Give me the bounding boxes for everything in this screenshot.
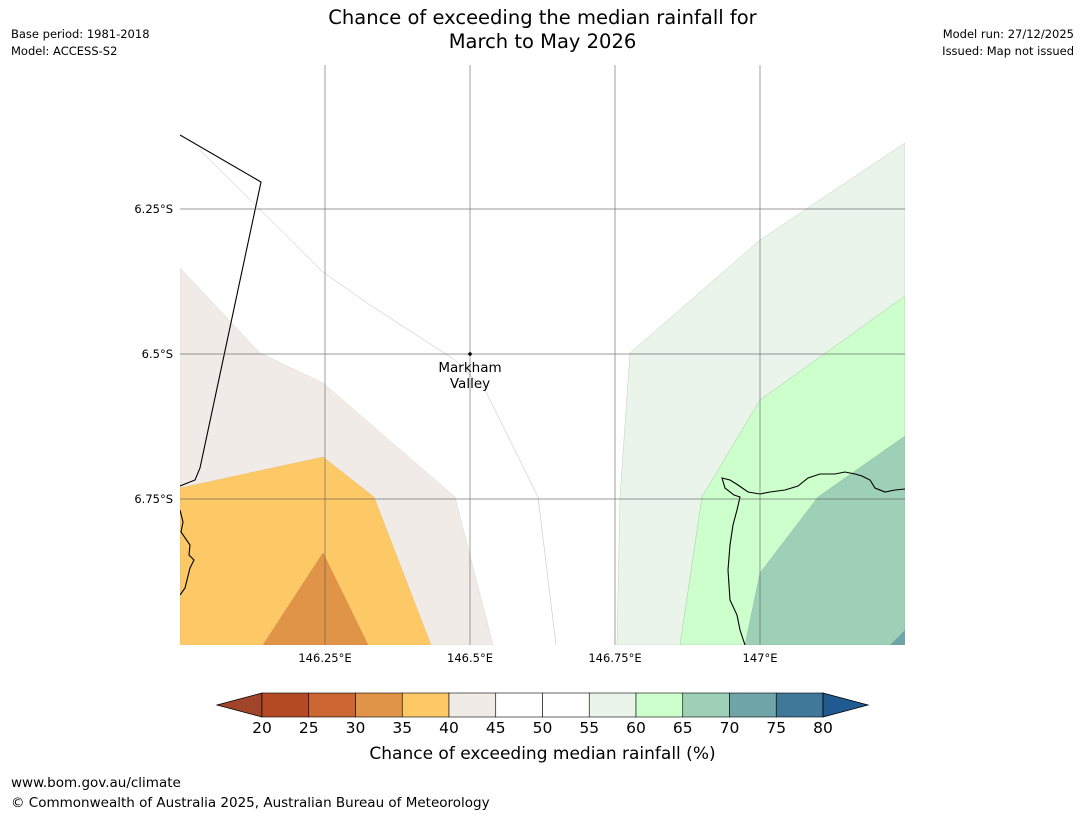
colorbar-segment — [588, 692, 637, 718]
colorbar-tick-label: 45 — [485, 719, 506, 737]
colorbar-label: Chance of exceeding median rainfall (%) — [369, 744, 716, 764]
colorbar-tick-label: 65 — [672, 719, 693, 737]
colorbar-extend-high — [822, 692, 870, 718]
place-marker — [468, 352, 472, 356]
colorbar-segment — [542, 692, 590, 718]
place-label-markham-valley: Markham Valley — [438, 360, 501, 392]
colorbar-tick-label: 35 — [392, 719, 413, 737]
coastline — [180, 134, 905, 645]
lon-label-146-25: 146.25°E — [298, 651, 352, 665]
colorbar — [215, 692, 870, 718]
colorbar-segment — [355, 692, 403, 718]
colorbar-tick-label: 80 — [813, 719, 833, 737]
colorbar-segment — [495, 692, 543, 718]
lon-label-147: 147°E — [742, 651, 778, 665]
region-30-35 — [262, 552, 369, 645]
colorbar-segment — [401, 692, 450, 718]
colorbar-segment — [729, 692, 777, 718]
place-name-line-1: Markham — [438, 360, 502, 376]
colorbar-tick-label: 40 — [439, 719, 459, 737]
lat-label-6-75: 6.75°S — [134, 492, 173, 506]
colorbar-segment — [775, 692, 824, 718]
footer-url[interactable]: www.bom.gov.au/climate — [11, 775, 181, 791]
colorbar-segment — [308, 692, 356, 718]
title-line-1: Chance of exceeding the median rainfall … — [328, 6, 757, 29]
place-name-line-2: Valley — [449, 376, 491, 392]
model-name-text: Model: ACCESS-S2 — [11, 44, 118, 58]
colorbar-tick-label: 20 — [252, 719, 272, 737]
colorbar-tick-label: 70 — [719, 719, 740, 737]
issued-text: Issued: Map not issued — [942, 44, 1074, 58]
colorbar-segment — [448, 692, 497, 718]
colorbar-tick-label: 60 — [626, 719, 646, 737]
colorbar-tick-label: 50 — [532, 719, 553, 737]
region-35-40 — [180, 456, 432, 645]
colorbar-extend-low — [215, 692, 263, 718]
colorbar-segment — [261, 692, 310, 718]
lat-label-6-5: 6.5°S — [141, 347, 173, 361]
forecast-map — [180, 65, 905, 645]
lon-label-146-5: 146.5°E — [447, 651, 493, 665]
title-line-2: March to May 2026 — [448, 30, 637, 53]
lat-label-6-25: 6.25°S — [134, 202, 173, 216]
region-70-75 — [890, 630, 905, 645]
footer-copyright: © Commonwealth of Australia 2025, Austra… — [11, 795, 490, 811]
region-65-70 — [744, 435, 905, 645]
colorbar-segment — [682, 692, 730, 718]
colorbar-segment — [635, 692, 684, 718]
colorbar-tick-label: 25 — [298, 719, 319, 737]
contour-50 — [199, 149, 557, 645]
colorbar-tick-label: 55 — [579, 719, 600, 737]
base-period-text: Base period: 1981-2018 — [11, 27, 150, 41]
model-run-text: Model run: 27/12/2025 — [942, 27, 1074, 41]
lon-label-146-75: 146.75°E — [588, 651, 642, 665]
colorbar-tick-label: 75 — [766, 719, 787, 737]
map-title: Chance of exceeding the median rainfall … — [0, 6, 1085, 54]
colorbar-tick-label: 30 — [345, 719, 366, 737]
